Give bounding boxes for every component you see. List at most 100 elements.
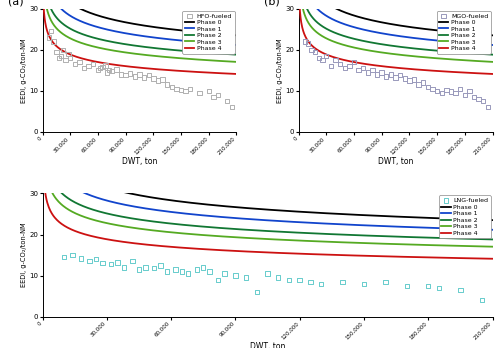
MGO-fueled [410,77,418,82]
LNG-fueled [178,269,186,274]
Phase 1 [156,208,162,213]
LNG-fueled [184,271,192,276]
MGO-fueled [322,53,330,59]
MGO-fueled [433,88,441,94]
HFO-fueled [84,63,92,69]
LNG-fueled [403,283,411,288]
Phase 4 [90,59,96,63]
Phase 3 [340,240,346,244]
Phase 3 [234,60,239,64]
Phase 3 [330,39,336,44]
Phase 3 [90,44,96,48]
HFO-fueled [62,57,70,63]
MGO-fueled [461,92,469,98]
HFO-fueled [57,53,65,59]
LNG-fueled [220,271,228,276]
Phase 0 [40,77,46,81]
Phase 3 [40,142,46,147]
Phase 2 [128,43,134,47]
Phase 0 [330,5,336,9]
Phase 3 [120,224,126,228]
LNG-fueled [478,298,486,303]
LNG-fueled [360,281,368,287]
Phase 4 [74,55,80,59]
Phase 3 [442,57,448,61]
MGO-fueled [419,80,427,85]
Phase 2 [169,48,175,52]
LNG-fueled [107,261,115,267]
Line: Phase 3: Phase 3 [44,144,492,247]
Phase 2 [346,35,352,40]
HFO-fueled [163,82,171,87]
Line: Phase 3: Phase 3 [43,0,236,62]
HFO-fueled [64,51,72,57]
MGO-fueled [304,41,312,46]
Phase 2 [186,49,192,53]
LNG-fueled [163,269,171,274]
LNG-fueled [60,254,68,260]
Legend: HFO-fueled, Phase 0, Phase 1, Phase 2, Phase 3, Phase 4: HFO-fueled, Phase 0, Phase 1, Phase 2, P… [182,10,234,54]
Phase 1 [384,32,390,36]
MGO-fueled [368,68,376,73]
LNG-fueled [338,279,346,285]
Phase 0 [378,214,384,218]
HFO-fueled [90,61,98,67]
Phase 2 [40,125,46,129]
Phase 1 [120,202,126,206]
HFO-fueled [186,86,194,92]
Phase 0 [384,21,390,25]
LNG-fueled [142,264,150,270]
MGO-fueled [336,61,344,67]
Phase 2 [244,228,250,232]
MGO-fueled [311,49,319,55]
Phase 1 [490,43,496,47]
LNG-fueled [435,285,443,291]
LNG-fueled [317,281,325,287]
Y-axis label: EEDI, g-CO₂/ton-NM: EEDI, g-CO₂/ton-NM [276,38,282,103]
Line: Phase 0: Phase 0 [43,0,236,35]
Line: Phase 2: Phase 2 [299,0,492,55]
Phase 4 [156,244,162,248]
Phase 2 [442,49,448,53]
HFO-fueled [168,84,176,89]
MGO-fueled [350,59,358,65]
Phase 4 [490,257,496,261]
Phase 0 [90,12,96,16]
MGO-fueled [308,47,316,53]
Line: Phase 0: Phase 0 [299,0,492,35]
HFO-fueled [136,72,143,77]
Phase 0 [244,206,250,210]
MGO-fueled [327,63,335,69]
Phase 2 [330,30,336,34]
HFO-fueled [210,94,218,100]
HFO-fueled [131,74,139,79]
Phase 4 [346,59,352,63]
LNG-fueled [285,277,293,283]
MGO-fueled [456,86,464,92]
HFO-fueled [102,63,110,68]
LNG-fueled [264,271,272,276]
Text: (b): (b) [264,0,280,6]
Phase 4 [244,250,250,254]
HFO-fueled [158,77,166,82]
Phase 4 [234,72,239,76]
MGO-fueled [359,65,367,71]
MGO-fueled [373,72,381,77]
Y-axis label: EEDI, g-CO₂/ton-NM: EEDI, g-CO₂/ton-NM [20,223,26,287]
LNG-fueled [77,255,85,261]
Phase 1 [244,217,250,221]
Phase 4 [120,240,126,244]
HFO-fueled [214,92,222,98]
MGO-fueled [364,70,372,75]
Phase 3 [490,60,496,64]
Phase 4 [330,55,336,59]
HFO-fueled [196,90,203,96]
Phase 0 [442,29,448,33]
LNG-fueled [382,279,390,285]
HFO-fueled [154,78,162,84]
HFO-fueled [103,70,111,75]
MGO-fueled [466,88,473,94]
Phase 0 [169,27,175,31]
Phase 3 [169,55,175,60]
MGO-fueled [406,78,413,84]
